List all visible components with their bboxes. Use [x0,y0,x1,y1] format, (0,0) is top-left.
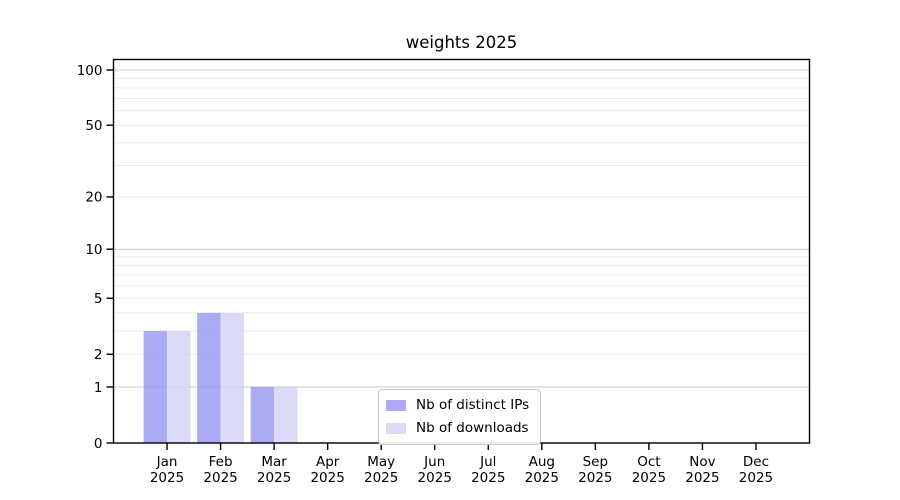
x-tick-label-month-feb: Feb [209,454,233,470]
x-tick-label-year-apr: 2025 [310,470,344,486]
x-tick-label-month-aug: Aug [529,454,555,470]
y-tick-label-10: 10 [85,242,102,258]
bar-mar-downloads [274,386,298,443]
x-tick-label-year-nov: 2025 [685,470,719,486]
x-tick-label-month-may: May [367,454,395,470]
bar-jan-downloads [167,330,191,443]
bar-jan-distinct-ips [143,330,168,443]
bar-mar-distinct-ips [250,386,275,443]
y-tick-label-0: 0 [94,436,103,452]
x-tick-label-month-apr: Apr [316,454,340,470]
x-tick-label-month-mar: Mar [261,454,287,470]
bar-feb-distinct-ips [197,312,221,443]
x-tick-label-month-oct: Oct [637,454,660,470]
x-tick-label-year-mar: 2025 [257,470,291,486]
legend-label-downloads: Nb of downloads [416,420,529,436]
x-tick-label-year-feb: 2025 [203,470,237,486]
x-tick-label-month-jun: Jun [423,454,445,470]
chart-title: weights 2025 [405,33,518,52]
y-tick-label-20: 20 [85,190,102,206]
x-tick-label-year-jun: 2025 [418,470,452,486]
x-tick-label-month-sep: Sep [583,454,608,470]
y-tick-label-2: 2 [94,347,103,363]
y-tick-label-5: 5 [94,291,103,307]
x-tick-label-month-dec: Dec [743,454,769,470]
y-tick-label-1: 1 [94,380,103,396]
x-tick-label-year-sep: 2025 [578,470,612,486]
legend-item-distinct-ips: Nb of distinct IPs [386,395,529,415]
legend: Nb of distinct IPs Nb of downloads [378,389,542,445]
x-tick-label-month-jul: Jul [479,454,496,470]
x-tick-label-month-nov: Nov [689,454,715,470]
x-tick-label-year-aug: 2025 [525,470,559,486]
y-tick-label-50: 50 [85,118,102,134]
x-tick-label-year-jul: 2025 [471,470,505,486]
x-tick-label-month-jan: Jan [156,454,178,470]
x-tick-label-year-dec: 2025 [739,470,773,486]
x-tick-label-year-oct: 2025 [632,470,666,486]
legend-swatch-downloads [386,422,406,434]
x-tick-label-year-may: 2025 [364,470,398,486]
legend-swatch-distinct-ips [386,399,406,411]
x-tick-label-year-jan: 2025 [150,470,184,486]
y-tick-label-100: 100 [77,63,103,79]
legend-item-downloads: Nb of downloads [386,418,529,438]
legend-label-distinct-ips: Nb of distinct IPs [416,397,530,413]
bar-feb-downloads [220,312,244,443]
